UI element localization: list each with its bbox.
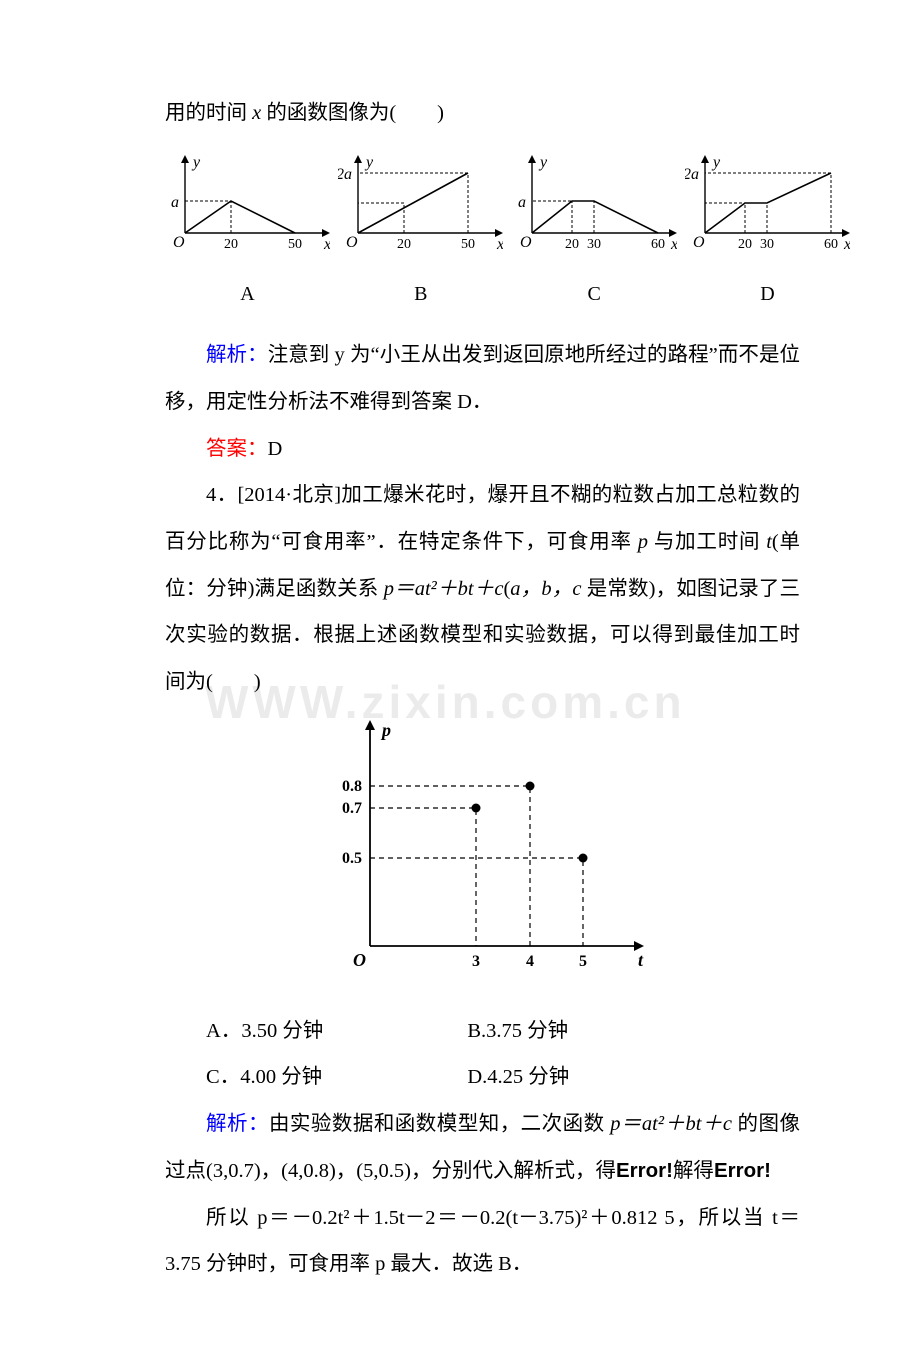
q3-fig-c: y x O a 203060 C <box>512 155 677 318</box>
analysis-label: 解析： <box>206 1113 269 1135</box>
svg-text:3: 3 <box>472 953 480 970</box>
option-text: 3.50 分钟 <box>241 1020 323 1042</box>
svg-text:30: 30 <box>587 237 601 252</box>
svg-text:0.7: 0.7 <box>342 800 362 817</box>
svg-text:t: t <box>638 950 644 970</box>
svg-text:60: 60 <box>824 237 838 252</box>
svg-text:0.8: 0.8 <box>342 778 362 795</box>
q4-option-d: D.4.25 分钟 <box>467 1054 800 1101</box>
option-key: B. <box>467 1020 486 1042</box>
q3-analysis: 解析：注意到 y 为“小王从出发到返回原地所经过的路程”而不是位移，用定性分析法… <box>165 332 800 425</box>
svg-text:a: a <box>171 194 179 211</box>
q4-error2: Error! <box>714 1159 771 1182</box>
q4-vars-abc: a，b，c <box>510 578 581 600</box>
q3-fig-a: y x O a 2050 A <box>165 155 330 318</box>
svg-text:2a: 2a <box>338 166 352 183</box>
svg-text:x: x <box>323 236 330 253</box>
svg-text:20: 20 <box>224 237 238 252</box>
svg-text:O: O <box>346 234 358 251</box>
svg-text:a: a <box>518 194 526 211</box>
svg-text:5: 5 <box>579 953 587 970</box>
svg-text:30: 30 <box>760 237 774 252</box>
analysis-label: 解析： <box>206 344 268 366</box>
svg-text:50: 50 <box>461 237 475 252</box>
option-key: A． <box>206 1020 241 1042</box>
q4-analysis-p1: 解析：由实验数据和函数模型知，二次函数 p＝at²＋bt＋c 的图像过点(3,0… <box>165 1101 800 1194</box>
q4-t1b: 与加工时间 <box>648 531 766 553</box>
svg-text:x: x <box>843 236 850 253</box>
option-text: 3.75 分钟 <box>486 1020 568 1042</box>
q4-source: [2014·北京] <box>237 484 341 506</box>
q3-answer-text: D <box>268 438 283 460</box>
q3-var-x: x <box>252 102 261 124</box>
svg-text:2a: 2a <box>685 166 699 183</box>
option-text: 4.00 分钟 <box>240 1066 322 1088</box>
q4-formula1: p＝at²＋bt＋c <box>384 578 504 600</box>
svg-text:20: 20 <box>397 237 411 252</box>
q4-a1a: 由实验数据和函数模型知，二次函数 <box>269 1113 610 1135</box>
q3-stem-suffix: 的函数图像为( ) <box>261 102 444 124</box>
svg-text:0.5: 0.5 <box>342 850 362 867</box>
svg-text:y: y <box>538 155 548 171</box>
option-key: C． <box>206 1066 240 1088</box>
q3-answer: 答案：D <box>165 426 800 473</box>
svg-text:y: y <box>711 155 721 171</box>
q3-fig-b: y x O 2a 2050 B <box>338 155 503 318</box>
svg-text:x: x <box>670 236 677 253</box>
q4-number: 4． <box>206 484 237 506</box>
q4-stem: 4．[2014·北京]加工爆米花时，爆开且不糊的粒数占加工总粒数的百分比称为“可… <box>165 472 800 706</box>
q4-analysis-p2: 所以 p＝－0.2t²＋1.5t－2＝－0.2(t－3.75)²＋0.812 5… <box>165 1195 800 1288</box>
svg-text:20: 20 <box>738 237 752 252</box>
svg-text:O: O <box>353 950 366 970</box>
q4-a2: 所以 p＝－0.2t²＋1.5t－2＝－0.2(t－3.75)²＋0.812 5… <box>165 1207 800 1276</box>
svg-text:20: 20 <box>565 237 579 252</box>
svg-text:p: p <box>380 720 391 740</box>
q4-formula2: p＝at²＋bt＋c <box>610 1113 732 1135</box>
svg-text:y: y <box>191 155 201 171</box>
q4-error1: Error! <box>616 1159 673 1182</box>
q3-stem-prefix: 用的时间 <box>165 102 252 124</box>
answer-label: 答案： <box>206 438 268 460</box>
q4-option-a: A．3.50 分钟 <box>206 1008 467 1055</box>
q3-figure-row: y x O a 2050 A y x O 2a 2050 B <box>165 155 850 318</box>
svg-text:O: O <box>693 234 705 251</box>
option-text: 4.25 分钟 <box>487 1066 569 1088</box>
svg-text:x: x <box>496 236 503 253</box>
svg-text:50: 50 <box>288 237 302 252</box>
svg-text:O: O <box>520 234 532 251</box>
svg-text:60: 60 <box>651 237 665 252</box>
q4-option-c: C．4.00 分钟 <box>206 1054 467 1101</box>
q4-options-row2: C．4.00 分钟 D.4.25 分钟 <box>206 1054 800 1101</box>
option-key: D. <box>467 1066 487 1088</box>
q4-options-row1: A．3.50 分钟 B.3.75 分钟 <box>206 1008 800 1055</box>
q4-var-p: p <box>638 531 648 553</box>
svg-text:O: O <box>173 234 185 251</box>
q4-chart: 0.8 0.7 0.5 3 4 5 p t O <box>165 716 800 1004</box>
q4-option-b: B.3.75 分钟 <box>467 1008 800 1055</box>
q3-stem-line: 用的时间 x 的函数图像为( ) <box>165 90 800 137</box>
svg-text:4: 4 <box>526 953 534 970</box>
q3-fig-d: y x O 2a 203060 D <box>685 155 850 318</box>
svg-text:y: y <box>364 155 374 171</box>
q4-a1c: 解得 <box>673 1160 714 1182</box>
